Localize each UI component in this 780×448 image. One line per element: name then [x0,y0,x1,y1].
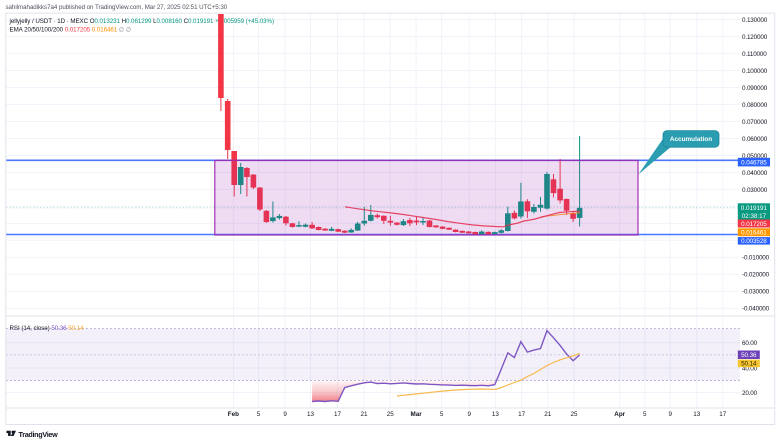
svg-text:40.00: 40.00 [742,365,758,372]
svg-text:-0.030000: -0.030000 [742,289,770,296]
svg-text:-0.040000: -0.040000 [742,306,770,313]
svg-text:21: 21 [544,411,552,418]
svg-text:21: 21 [360,411,368,418]
svg-text:50.14: 50.14 [741,361,757,368]
svg-text:-0.010000: -0.010000 [742,255,770,262]
svg-text:EMA 20/50/100/200 0.017205 0.0: EMA 20/50/100/200 0.017205 0.016461 ∅ ∅ [10,27,132,34]
svg-text:9: 9 [283,411,287,418]
svg-text:RSI (14, close) 50.36 50.14: RSI (14, close) 50.36 50.14 [10,325,85,332]
svg-text:sahilmahadikks7a4 published on: sahilmahadikks7a4 published on TradingVi… [6,4,228,11]
svg-text:9: 9 [467,411,471,418]
svg-text:Apr: Apr [614,411,625,418]
svg-text:13: 13 [492,411,500,418]
svg-text:0.040000: 0.040000 [742,170,768,177]
svg-text:0.090000: 0.090000 [742,85,768,92]
svg-text:Feb: Feb [228,411,239,418]
svg-text:17: 17 [518,411,526,418]
svg-text:0.080000: 0.080000 [742,102,768,109]
svg-text:0.070000: 0.070000 [742,119,768,126]
svg-text:17: 17 [334,411,342,418]
svg-text:0.060000: 0.060000 [742,136,768,143]
svg-text:0.110000: 0.110000 [742,51,767,58]
svg-text:13: 13 [693,411,701,418]
svg-text:Accumulation: Accumulation [670,136,712,143]
svg-text:02:38:17: 02:38:17 [742,213,767,220]
svg-text:20.00: 20.00 [742,390,758,397]
svg-text:0.100000: 0.100000 [742,68,768,75]
svg-text:25: 25 [570,411,578,418]
svg-text:13: 13 [307,411,315,418]
svg-text:jellyjelly / USDT · 1D · MEXC: jellyjelly / USDT · 1D · MEXC O0.013231 … [9,18,275,25]
svg-text:5: 5 [643,411,647,418]
svg-text:0.050000: 0.050000 [742,153,768,160]
svg-text:TradingView: TradingView [19,430,59,439]
svg-text:0.016461: 0.016461 [741,230,767,237]
svg-text:17: 17 [719,411,727,418]
svg-text:0.130000: 0.130000 [742,17,768,24]
svg-text:-0.020000: -0.020000 [742,272,770,279]
svg-text:9: 9 [668,411,672,418]
svg-text:5: 5 [257,411,261,418]
svg-text:25: 25 [387,411,395,418]
svg-text:0.017205: 0.017205 [741,221,767,228]
svg-text:60.00: 60.00 [742,340,758,347]
svg-text:5: 5 [440,411,444,418]
svg-text:0.030000: 0.030000 [742,187,768,194]
svg-text:0.003528: 0.003528 [741,238,767,245]
svg-text:0.046785: 0.046785 [741,159,767,166]
svg-text:0.120000: 0.120000 [742,34,768,41]
svg-text:Mar: Mar [410,411,422,418]
svg-text:50.36: 50.36 [741,352,757,359]
svg-text:0.019191: 0.019191 [741,205,768,212]
